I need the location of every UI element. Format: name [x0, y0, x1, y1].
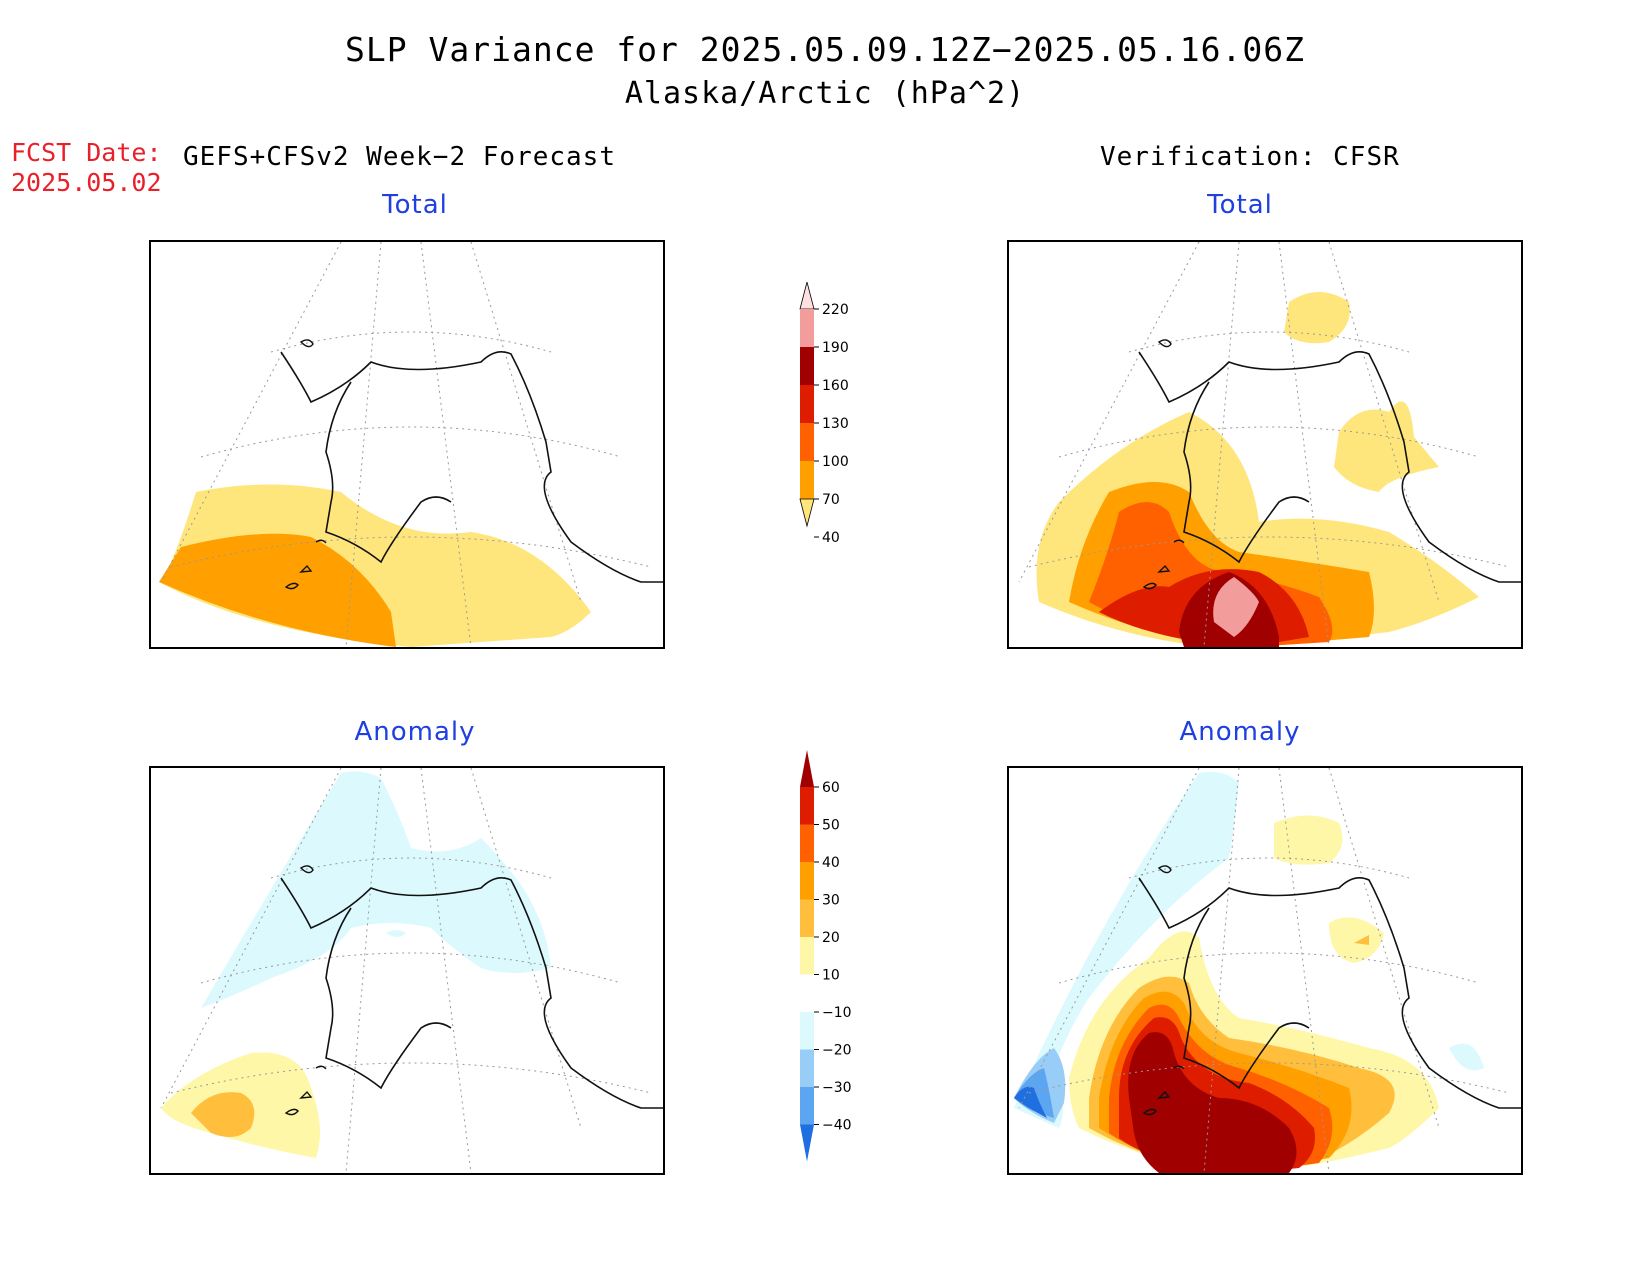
anomaly-colorbar: 60 50 40 30 20 10 −10 −20 −30 −40 [800, 750, 852, 1162]
colorbar-tick-label: 190 [822, 340, 849, 356]
colorbar-top-triangle [800, 750, 814, 787]
colorbar-tick-label: 130 [822, 416, 849, 432]
forecast-anomaly-map [149, 766, 665, 1175]
colorbar-swatch [800, 309, 814, 347]
colorbar-bottom-triangle [800, 1124, 814, 1162]
main-title: SLP Variance for 2025.05.09.12Z−2025.05.… [345, 30, 1305, 69]
colorbar-tick-label: 10 [822, 968, 840, 984]
colorbar-tick-label: 60 [822, 780, 840, 796]
colorbar-swatch [800, 824, 814, 862]
colorbar-tick-label: −10 [822, 1005, 852, 1021]
colorbar-tick-label: 220 [822, 302, 849, 318]
colorbar-swatch [800, 385, 814, 423]
colorbar-top-triangle [799, 282, 815, 310]
forecast-total-title: Total [382, 190, 448, 220]
forecast-total-svg [159, 242, 663, 647]
verification-total-svg [1018, 242, 1521, 647]
forecast-anomaly-title: Anomaly [354, 717, 476, 747]
colorbar-tick-label: −20 [822, 1043, 852, 1059]
colorbar-swatch [800, 423, 814, 461]
colorbar-tick-label: 40 [822, 530, 840, 546]
colorbar-swatch [800, 899, 814, 937]
colorbar-tick-label: 30 [822, 893, 840, 909]
colorbar-swatch [800, 787, 814, 825]
verification-anomaly-title: Anomaly [1179, 717, 1301, 747]
colorbar-swatch [800, 937, 814, 975]
verification-header: Verification: CFSR [1100, 142, 1400, 172]
colorbar-tick-label: 160 [822, 378, 849, 394]
sub-title: Alaska/Arctic (hPa^2) [624, 76, 1026, 111]
colorbar-tick-label: −40 [822, 1118, 852, 1134]
colorbar-tick-label: 50 [822, 818, 840, 834]
colorbar-swatch [800, 1087, 814, 1125]
total-colorbar: 220 190 160 130 100 70 40 [799, 282, 849, 546]
verification-anomaly-map [1007, 766, 1523, 1175]
forecast-anomaly-svg [160, 768, 663, 1173]
fcst-date-value: 2025.05.02 [11, 168, 162, 197]
verification-total-map [1007, 240, 1523, 649]
verification-anomaly-svg [1014, 768, 1521, 1173]
colorbar-swatch [800, 461, 814, 499]
colorbar-swatch [800, 1012, 814, 1050]
verification-total-title: Total [1207, 190, 1273, 220]
colorbar-swatch [800, 974, 814, 1012]
colorbar-tick-label: 100 [822, 454, 849, 470]
forecast-total-map [149, 240, 665, 649]
colorbar-swatch [800, 862, 814, 900]
colorbar-bottom-triangle [799, 498, 815, 528]
colorbar-tick-label: 40 [822, 855, 840, 871]
colorbar-tick-label: −30 [822, 1080, 852, 1096]
forecast-header: GEFS+CFSv2 Week−2 Forecast [183, 142, 616, 172]
fcst-date-label: FCST Date: [11, 138, 162, 167]
colorbar-swatch [800, 347, 814, 385]
colorbar-swatch [800, 1049, 814, 1087]
colorbar-tick-label: 70 [822, 492, 840, 508]
colorbar-tick-label: 20 [822, 930, 840, 946]
